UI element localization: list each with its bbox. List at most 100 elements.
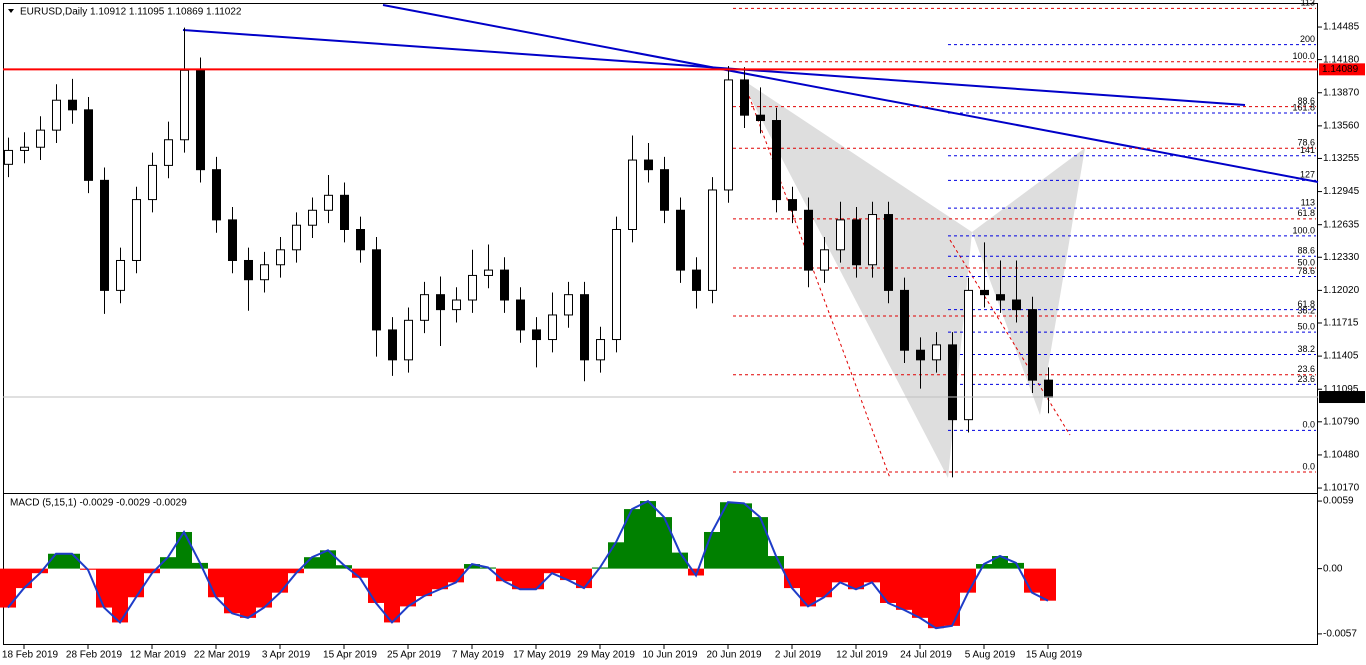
fib-label: 113 (1301, 198, 1315, 208)
trend-line (382, 4, 1319, 183)
macd-bar (720, 502, 736, 569)
macd-bar (784, 568, 800, 589)
candle-body (612, 228, 621, 341)
fib-trend (949, 239, 1071, 436)
candle-body (740, 79, 749, 116)
macd-bar (928, 568, 944, 629)
fib-label: 78.6 (1297, 266, 1315, 276)
candle-body (356, 228, 365, 251)
candle-body (804, 209, 813, 271)
candle-body (132, 199, 141, 261)
candle-body (692, 269, 701, 291)
fib-label: 0.0 (1302, 461, 1315, 471)
y-tick-label: 1.10170 (1323, 483, 1360, 494)
macd-bar (128, 568, 144, 598)
macd-bar (976, 564, 992, 569)
x-tick-label: 28 Feb 2019 (66, 650, 123, 661)
candle-body (836, 219, 845, 251)
candle-body (644, 159, 653, 171)
y-tick-label: 1.11405 (1323, 351, 1359, 362)
x-tick-label: 7 May 2019 (452, 650, 505, 661)
price-tag (1319, 391, 1365, 404)
candle-body (372, 249, 381, 331)
macd-bar (304, 557, 320, 569)
candle-body (980, 289, 989, 296)
candle-body (708, 189, 717, 291)
candle-body (660, 169, 669, 211)
fib-label: 100.0 (1292, 225, 1315, 235)
candle-body (948, 344, 957, 421)
macd-bar (512, 568, 528, 590)
x-tick-label: 5 Aug 2019 (965, 650, 1016, 661)
candle-body (196, 69, 205, 171)
candle-body (772, 120, 781, 201)
y-tick-label: 1.13255 (1323, 153, 1360, 164)
candle-body (324, 194, 333, 211)
candle-body (1028, 309, 1037, 381)
fib-label: 61.8 (1297, 208, 1315, 218)
candle-body (4, 149, 13, 165)
x-tick-label: 15 Apr 2019 (323, 650, 377, 661)
y-tick-label: 1.12020 (1323, 285, 1360, 296)
fib-label: 50.0 (1297, 321, 1315, 331)
x-tick-label: 15 Aug 2019 (1026, 650, 1083, 661)
candle-body (676, 209, 685, 271)
x-tick-label: 29 May 2019 (577, 650, 635, 661)
candle-body (964, 289, 973, 421)
x-tick-label: 18 Feb 2019 (2, 650, 59, 661)
macd-title: MACD (5,15,1) -0.0029 -0.0029 -0.0029 (10, 498, 187, 509)
x-tick-label: 25 Apr 2019 (387, 650, 441, 661)
fib-label: 38.2 (1297, 305, 1315, 315)
candle-body (1012, 299, 1021, 311)
fib-label: 200 (1300, 34, 1315, 44)
candle-body (468, 274, 477, 301)
candle-body (852, 219, 861, 266)
candle-body (20, 146, 29, 151)
macd-bar (560, 568, 576, 581)
macd-bar (240, 568, 256, 618)
fib-label: 88.6 (1297, 96, 1315, 106)
fib-label: 78.6 (1297, 138, 1315, 148)
price-tag-label: 1.14089 (1322, 64, 1359, 75)
candle-body (484, 269, 493, 276)
macd-line (7, 499, 1049, 630)
macd-bar (416, 568, 432, 597)
candle-body (516, 299, 525, 331)
candle-body (340, 194, 349, 230)
fib-label: 127 (1300, 170, 1315, 180)
collapse-icon[interactable] (8, 9, 14, 13)
fib-label: 23.6 (1297, 374, 1315, 384)
candle-body (1044, 379, 1053, 398)
candle-body (244, 259, 253, 281)
x-tick-label: 3 Apr 2019 (262, 650, 311, 661)
y-tick-label: 1.11715 (1323, 318, 1359, 329)
candle-body (292, 224, 301, 251)
candle-body (500, 269, 509, 301)
candle-body (452, 299, 461, 311)
macd-bar (736, 503, 752, 569)
candle-body (628, 159, 637, 230)
candle-body (596, 339, 605, 361)
macd-bar (832, 568, 848, 583)
candle-body (148, 164, 157, 201)
y-tick-label: 1.11095 (1323, 384, 1359, 395)
macd-bar (816, 568, 832, 598)
candle-body (436, 294, 445, 311)
candle-body (100, 179, 109, 291)
macd-bar (288, 568, 304, 574)
fib-label: 100.0 (1292, 51, 1315, 61)
candle-body (388, 329, 397, 361)
macd-bar (160, 557, 176, 569)
fib-label: 61.8 (1297, 299, 1315, 309)
macd-bar (16, 568, 32, 589)
macd-bar (752, 517, 768, 569)
trend-line (182, 29, 1246, 106)
fib-label: 50.0 (1297, 257, 1315, 267)
y-tick-label: 1.13560 (1323, 121, 1360, 132)
fib-label: 141 (1300, 145, 1315, 155)
candle-body (228, 219, 237, 261)
candle-body (788, 199, 797, 211)
candle-body (260, 264, 269, 281)
candle-body (116, 259, 125, 291)
